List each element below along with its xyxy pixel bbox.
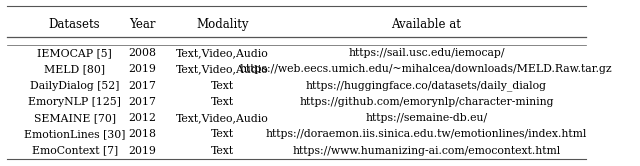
Text: Text: Text: [211, 81, 234, 91]
Text: EmotionLines [30]: EmotionLines [30]: [24, 129, 125, 139]
Text: 2017: 2017: [129, 97, 157, 107]
Text: 2012: 2012: [129, 113, 157, 123]
Text: EmoryNLP [125]: EmoryNLP [125]: [28, 97, 121, 107]
Text: Year: Year: [129, 18, 156, 31]
Text: Text: Text: [211, 97, 234, 107]
Text: DailyDialog [52]: DailyDialog [52]: [30, 81, 119, 91]
Text: 2019: 2019: [129, 64, 157, 75]
Text: Datasets: Datasets: [49, 18, 100, 31]
Text: https://web.eecs.umich.edu/~mihalcea/downloads/MELD.Raw.tar.gz: https://web.eecs.umich.edu/~mihalcea/dow…: [240, 64, 612, 75]
Text: IEMOCAP [5]: IEMOCAP [5]: [37, 48, 112, 58]
Text: https://semaine-db.eu/: https://semaine-db.eu/: [365, 113, 488, 123]
Text: Available at: Available at: [392, 18, 461, 31]
Text: https://doraemon.iis.sinica.edu.tw/emotionlines/index.html: https://doraemon.iis.sinica.edu.tw/emoti…: [266, 129, 587, 139]
Text: Text,Video,Audio: Text,Video,Audio: [176, 64, 269, 75]
Text: Modality: Modality: [196, 18, 248, 31]
Text: https://sail.usc.edu/iemocap/: https://sail.usc.edu/iemocap/: [348, 48, 504, 58]
Text: EmoContext [7]: EmoContext [7]: [31, 146, 118, 156]
Text: Text,Video,Audio: Text,Video,Audio: [176, 113, 269, 123]
Text: 2019: 2019: [129, 146, 157, 156]
Text: https://github.com/emorynlp/character-mining: https://github.com/emorynlp/character-mi…: [299, 97, 554, 107]
Text: 2018: 2018: [129, 129, 157, 139]
Text: https://huggingface.co/datasets/daily_dialog: https://huggingface.co/datasets/daily_di…: [306, 80, 547, 91]
Text: Text: Text: [211, 146, 234, 156]
Text: SEMAINE [70]: SEMAINE [70]: [33, 113, 116, 123]
Text: 2017: 2017: [129, 81, 157, 91]
Text: Text,Video,Audio: Text,Video,Audio: [176, 48, 269, 58]
Text: Text: Text: [211, 129, 234, 139]
Text: MELD [80]: MELD [80]: [44, 64, 105, 75]
Text: 2008: 2008: [129, 48, 157, 58]
Text: https://www.humanizing-ai.com/emocontext.html: https://www.humanizing-ai.com/emocontext…: [292, 146, 561, 156]
